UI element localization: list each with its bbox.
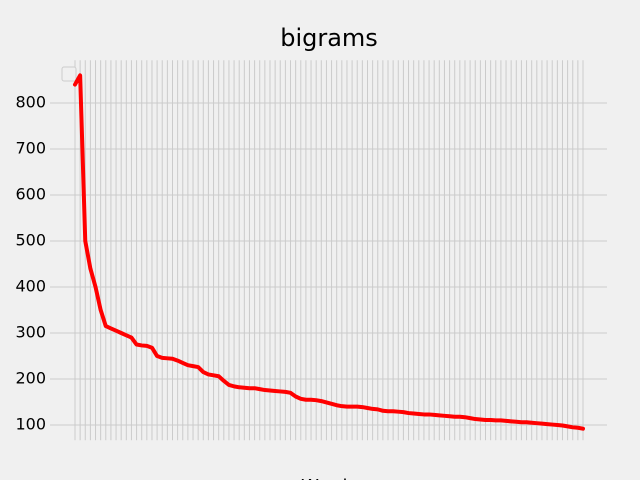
y-tick-label: 100 [15,415,46,434]
y-tick-label: 500 [15,230,46,249]
y-tick-label: 700 [15,138,46,157]
line [73,73,585,431]
y-tick-label: 600 [15,184,46,203]
y-tick-label: 300 [15,323,46,342]
y-tick-label: 400 [15,277,46,296]
y-tick-label: 800 [15,92,46,111]
x-axis-label: Words [301,476,357,480]
chart-title: bigrams [280,24,378,52]
legend-box [61,66,77,82]
y-tick-label: 200 [15,369,46,388]
